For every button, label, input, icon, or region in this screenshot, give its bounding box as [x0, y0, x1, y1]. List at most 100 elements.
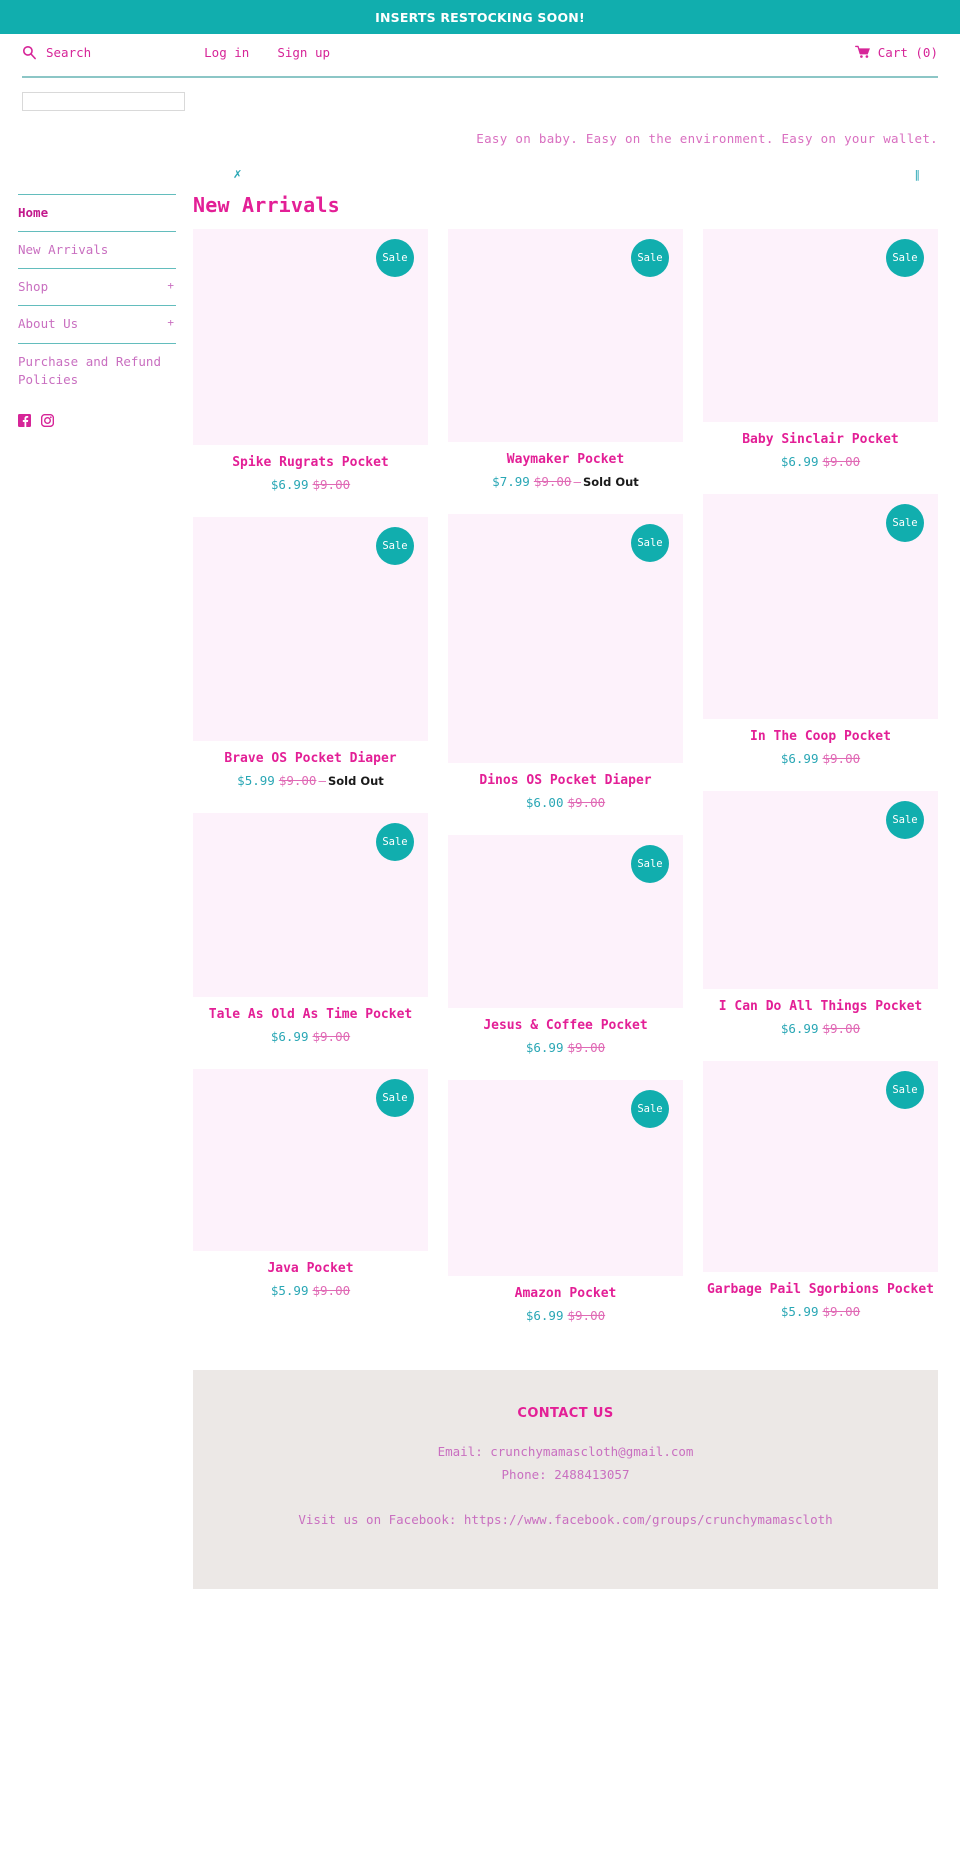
- search-input[interactable]: [22, 92, 185, 111]
- sidebar-nav: Home New Arrivals Shop + About Us + Purc…: [18, 146, 176, 431]
- sidebar-item-new-arrivals[interactable]: New Arrivals: [18, 231, 176, 268]
- sale-badge[interactable]: Sale: [631, 524, 669, 563]
- product-title[interactable]: Amazon Pocket: [514, 1286, 617, 1302]
- filter-glyph-icon[interactable]: ✗: [233, 168, 243, 181]
- product-card[interactable]: Sale Baby Sinclair Pocket $6.99 $9.00: [703, 229, 938, 470]
- sale-price: $6.00: [525, 794, 564, 810]
- product-thumb-wrap[interactable]: Sale: [448, 1080, 683, 1277]
- compare-price: $9.00: [567, 1307, 606, 1323]
- product-card[interactable]: Sale Dinos OS Pocket Diaper $6.00 $9.00: [448, 514, 683, 811]
- product-thumb-wrap[interactable]: Sale: [193, 1069, 428, 1252]
- sidebar-item-label: Purchase and Refund Policies: [18, 353, 161, 387]
- sale-badge[interactable]: Sale: [631, 1090, 669, 1129]
- product-card[interactable]: Sale Spike Rugrats Pocket $6.99 $9.00: [193, 229, 428, 493]
- product-thumb-wrap[interactable]: Sale: [193, 517, 428, 742]
- product-price: $5.99 $9.00: [703, 1299, 938, 1321]
- product-thumb-wrap[interactable]: Sale: [193, 229, 428, 445]
- sale-price: $5.99: [237, 772, 275, 788]
- sale-price: $6.99: [525, 1307, 564, 1323]
- sidebar-item-purchase-refund-policies[interactable]: Purchase and Refund Policies: [18, 342, 176, 398]
- sidebar-expander-about[interactable]: +: [167, 316, 174, 330]
- sidebar-item-home[interactable]: Home: [18, 194, 176, 231]
- login-link[interactable]: Log in: [204, 44, 250, 60]
- sidebar-item-about-us[interactable]: About Us +: [18, 305, 176, 342]
- product-title[interactable]: Jesus & Coffee Pocket: [483, 1018, 648, 1034]
- product-title[interactable]: Waymaker Pocket: [506, 452, 625, 467]
- product-thumb-wrap[interactable]: Sale: [703, 1061, 938, 1273]
- cart-group[interactable]: Cart (0): [854, 44, 938, 60]
- sale-badge[interactable]: Sale: [631, 845, 669, 884]
- product-card[interactable]: Sale Tale As Old As Time Pocket $6.99 $9.…: [193, 813, 428, 1045]
- compare-price: $9.00: [822, 1020, 861, 1036]
- product-card[interactable]: Sale Brave OS Pocket Diaper $5.99 $9.00— S…: [193, 517, 428, 789]
- product-card[interactable]: Sale I Can Do All Things Pocket $6.99 $9.…: [703, 791, 938, 1037]
- product-thumb-wrap[interactable]: Sale: [448, 514, 683, 764]
- header-divider: [22, 76, 938, 78]
- product-thumb-wrap[interactable]: Sale: [703, 791, 938, 990]
- product-price: $6.99 $9.00: [703, 449, 938, 471]
- sidebar-item-label: Home: [18, 205, 49, 220]
- header-search-group[interactable]: Search: [22, 45, 91, 60]
- product-column: Sale Baby Sinclair Pocket $6.99 $9.00 Sal…: [703, 229, 938, 1344]
- layout-glyph-icon[interactable]: ‖: [914, 168, 921, 181]
- sale-price: $5.99: [780, 1303, 819, 1319]
- header-account-links: Log in Sign up: [204, 45, 330, 60]
- sidebar-item-shop[interactable]: Shop +: [18, 268, 176, 305]
- compare-price: $9.00: [533, 473, 572, 489]
- product-title[interactable]: In The Coop Pocket: [750, 729, 891, 745]
- product-thumb-wrap[interactable]: Sale: [703, 494, 938, 720]
- sale-badge[interactable]: Sale: [886, 504, 924, 543]
- footer-wrap: CONTACT US Email: crunchymamascloth@gmai…: [0, 1348, 960, 1590]
- sale-badge[interactable]: Sale: [886, 801, 924, 840]
- compare-price: $9.00: [278, 772, 317, 788]
- footer-title: CONTACT US: [517, 1406, 614, 1422]
- search-icon[interactable]: [22, 45, 37, 60]
- product-title[interactable]: I Can Do All Things Pocket: [718, 999, 923, 1015]
- product-title[interactable]: Spike Rugrats Pocket: [232, 455, 389, 470]
- product-card[interactable]: Sale In The Coop Pocket $6.99 $9.00: [703, 494, 938, 767]
- sidebar-item-label: Shop: [18, 279, 49, 295]
- sale-price: $6.99: [270, 1028, 309, 1044]
- product-column: Sale Waymaker Pocket $7.99 $9.00— Sold Out…: [448, 229, 683, 1348]
- compare-price: $9.00: [567, 794, 606, 810]
- search-label[interactable]: Search: [46, 44, 92, 60]
- sale-badge[interactable]: Sale: [376, 1079, 414, 1118]
- compare-price: $9.00: [567, 1039, 606, 1055]
- shopping-cart-icon[interactable]: [854, 45, 871, 59]
- footer-facebook-link[interactable]: Visit us on Facebook: https://www.facebo…: [298, 1511, 833, 1527]
- product-title[interactable]: Garbage Pail Sgorbions Pocket: [707, 1282, 934, 1298]
- sale-badge[interactable]: Sale: [376, 823, 414, 862]
- sale-badge[interactable]: Sale: [886, 239, 924, 277]
- product-card[interactable]: Sale Amazon Pocket $6.99 $9.00: [448, 1080, 683, 1324]
- product-thumb-wrap[interactable]: Sale: [448, 835, 683, 1009]
- sidebar-expander-shop[interactable]: +: [167, 279, 174, 293]
- announcement-bar: INSERTS RESTOCKING SOON!: [0, 0, 960, 34]
- product-price: $6.99 $9.00: [703, 746, 938, 768]
- product-price: $7.99 $9.00— Sold Out: [448, 469, 683, 491]
- product-title[interactable]: Java Pocket: [267, 1261, 354, 1277]
- sale-badge[interactable]: Sale: [376, 527, 414, 566]
- compare-price: $9.00: [822, 1303, 861, 1319]
- product-column: Sale Spike Rugrats Pocket $6.99 $9.00 Sal…: [193, 229, 428, 1323]
- product-title[interactable]: Tale As Old As Time Pocket: [208, 1007, 413, 1023]
- product-card[interactable]: Sale Jesus & Coffee Pocket $6.99 $9.00: [448, 835, 683, 1056]
- product-price: $6.99 $9.00: [703, 1016, 938, 1038]
- product-price: $6.99 $9.00: [448, 1303, 683, 1325]
- sale-price: $6.99: [780, 453, 819, 469]
- product-card[interactable]: Sale Java Pocket $5.99 $9.00: [193, 1069, 428, 1299]
- cart-label[interactable]: Cart (0): [877, 44, 938, 60]
- product-title[interactable]: Baby Sinclair Pocket: [742, 432, 899, 447]
- sale-badge[interactable]: Sale: [886, 1071, 924, 1110]
- sale-badge[interactable]: Sale: [376, 239, 414, 277]
- product-thumb-wrap[interactable]: Sale: [193, 813, 428, 998]
- product-card[interactable]: Sale Garbage Pail Sgorbions Pocket $5.99…: [703, 1061, 938, 1320]
- product-title[interactable]: Dinos OS Pocket Diaper: [479, 773, 652, 789]
- product-card[interactable]: Sale Waymaker Pocket $7.99 $9.00— Sold Out: [448, 229, 683, 490]
- instagram-icon[interactable]: [40, 412, 55, 431]
- product-thumb-wrap[interactable]: Sale: [448, 229, 683, 442]
- signup-link[interactable]: Sign up: [277, 44, 330, 60]
- product-title[interactable]: Brave OS Pocket Diaper: [224, 751, 397, 767]
- facebook-icon[interactable]: [18, 412, 31, 431]
- sale-badge[interactable]: Sale: [631, 239, 669, 277]
- product-thumb-wrap[interactable]: Sale: [703, 229, 938, 422]
